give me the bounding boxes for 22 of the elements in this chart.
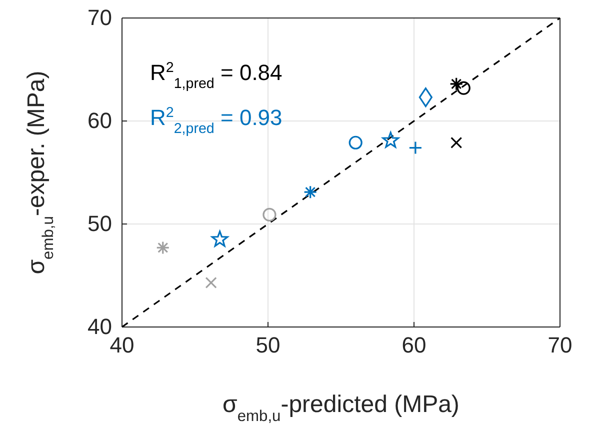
x-tick-label: 50 [256,332,280,358]
point [205,276,217,289]
annotation: R$^{2}$$_{1,pred}$ = 0.84 [150,60,282,92]
x-tick-label: 60 [402,332,426,358]
y-tick-label: 70 [88,5,112,30]
y-tick-label: 50 [88,211,112,236]
y-tick-label: 60 [88,108,112,134]
point [211,230,228,247]
point [262,208,276,222]
point [450,136,462,148]
point [382,132,400,148]
point [418,88,432,108]
y-tick-label: 40 [88,314,112,340]
annotation: R$^{2}$$_{2,pred}$ = 0.93 [150,105,282,137]
x-axis-title: σ$_{emb,u}$-predicted (MPa) [222,391,460,424]
point [348,136,362,150]
point [304,185,318,199]
point [456,81,470,95]
point [450,77,464,91]
x-tick-label: 70 [548,332,572,358]
x-tick-label: 40 [110,332,134,358]
point [156,240,170,254]
